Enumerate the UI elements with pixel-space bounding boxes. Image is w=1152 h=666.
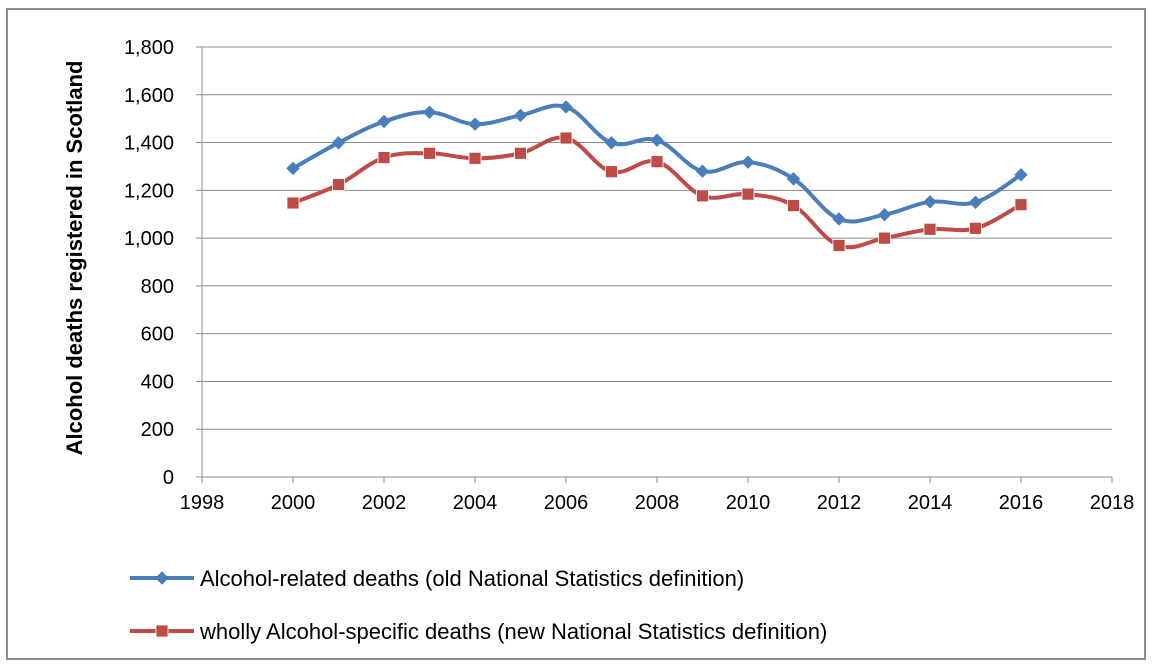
y-tick-label: 1,600 [124,85,174,107]
data-point-2 [741,187,755,201]
y-tick-label: 600 [141,324,174,346]
data-point-1 [695,164,710,178]
data-point-1 [468,117,482,131]
data-point-2 [832,239,846,252]
y-tick-label: 1,000 [124,228,174,250]
data-point-2 [559,131,573,145]
x-tick-label: 2006 [544,492,589,514]
data-point-1 [377,114,391,129]
data-point-2 [605,165,618,179]
data-point-1 [286,161,300,176]
data-point-2 [969,221,982,235]
legend-swatch-marker [155,571,169,585]
data-point-1 [604,136,619,150]
gridlines [202,46,1112,430]
data-point-2 [423,146,436,160]
data-point-2 [650,155,664,169]
series-line-2 [291,135,1023,250]
data-point-1 [877,207,892,222]
data-point-1 [559,100,573,114]
data-point-1 [786,172,801,186]
y-axis-label: Alcohol deaths registered in Scotland [62,61,87,456]
data-point-1 [513,108,528,123]
data-point-1 [331,136,346,150]
y-tick-label: 200 [141,419,174,441]
data-point-2 [286,196,300,210]
data-point-1 [923,195,937,209]
legend-swatch-marker [155,624,169,638]
legend-entry-1: Alcohol-related deaths (old National Sta… [200,566,744,591]
legend-entry-2: wholly Alcohol-specific deaths (new Nati… [199,619,827,644]
series-lines [291,103,1023,250]
x-tick-label: 2002 [362,492,407,514]
y-tick-label: 1,200 [124,180,174,202]
data-point-2 [377,151,391,165]
y-tick-label: 0 [163,467,174,489]
y-tick-label: 400 [141,371,174,393]
x-tick-label: 2014 [908,492,953,514]
axes [196,46,1113,483]
series-markers [286,100,1028,252]
data-point-1 [1014,168,1028,182]
data-point-2 [696,189,709,203]
data-point-2 [514,146,527,160]
data-point-2 [787,199,800,213]
x-tick-label: 2012 [817,492,862,514]
data-point-2 [1014,198,1028,212]
y-tick-labels: 0 200 400 600 800 1,000 1,200 1,400 1,600 1,800 [124,37,174,489]
data-point-1 [832,212,846,226]
data-point-2 [468,151,482,165]
x-tick-label: 2004 [453,492,498,514]
x-tick-label: 2010 [726,492,771,514]
data-point-2 [332,178,345,192]
x-tick-label: 2018 [1090,492,1135,514]
y-tick-label: 1,400 [124,133,174,155]
x-tick-label: 2008 [635,492,680,514]
data-point-1 [741,155,755,169]
y-tick-label: 1,800 [124,37,174,59]
data-point-1 [422,105,437,119]
x-tick-labels: 1998 2000 2002 2004 2006 2008 2010 2012 2014 2016… [180,492,1135,514]
data-point-1 [650,133,664,147]
x-tick-label: 1998 [180,492,225,514]
legend: Alcohol-related deaths (old National Sta… [130,566,827,644]
data-point-2 [923,222,937,236]
data-point-1 [968,195,983,209]
x-tick-label: 2016 [999,492,1044,514]
y-tick-label: 800 [141,276,174,298]
data-point-2 [878,231,891,245]
x-tick-label: 2000 [271,492,316,514]
